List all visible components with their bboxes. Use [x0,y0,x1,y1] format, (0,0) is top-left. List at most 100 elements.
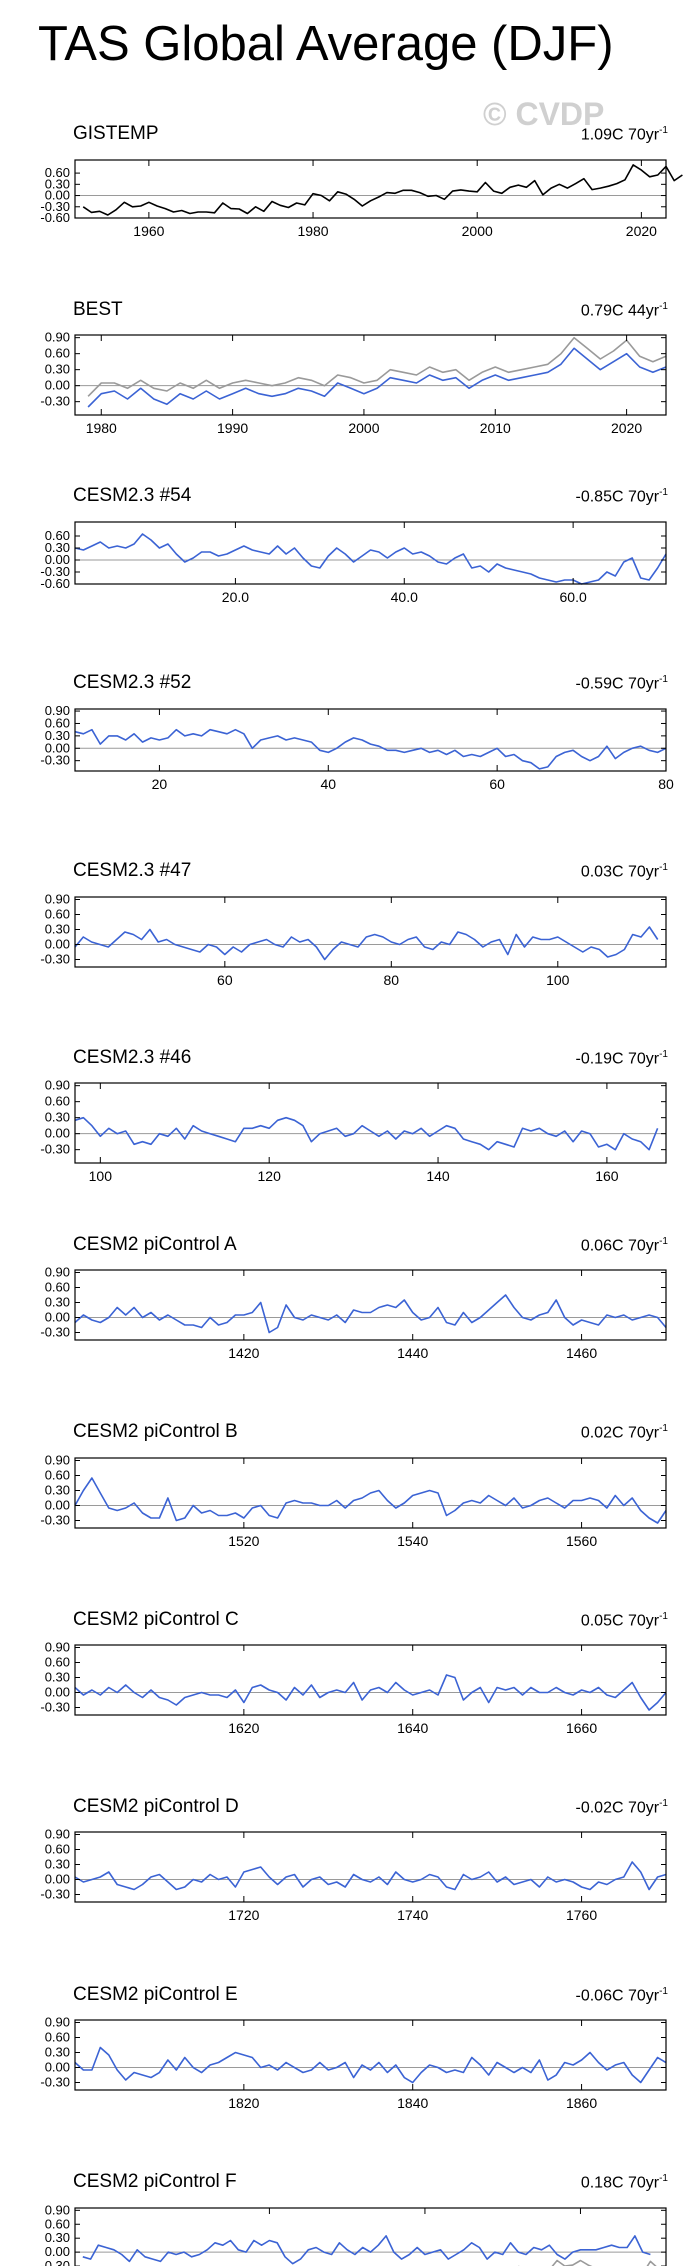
x-tick-label: 1760 [566,1907,597,1923]
plot-frame [74,1269,667,1341]
y-tick-label: 0.30 [45,2230,70,2245]
y-tick-label: 0.00 [45,1126,70,1141]
plot-frame [74,1644,667,1716]
x-tick-label: 1840 [397,2095,428,2111]
y-tick-label: 0.00 [45,188,70,203]
panel-trend: -0.02C 70yr-1 [576,1799,669,1816]
series-line-1 [74,926,659,961]
y-tick-label: 0.30 [45,176,70,191]
series-line-1 [74,1294,667,1334]
trend-exponent: -1 [659,1423,668,1434]
panel-title: CESM2.3 #46 [73,1047,192,1068]
y-tick-label: 0.60 [45,1655,70,1670]
trend-exponent: -1 [659,1986,668,1997]
series-line-1 [74,2046,667,2084]
series-line-1 [87,336,667,397]
trend-value: -0.19C 70yr [575,1050,660,1068]
panel-trend: -0.06C 70yr-1 [576,1987,669,2004]
series-line-1 [74,1861,667,1891]
panel-title: CESM2 piControl E [73,1984,238,2005]
trend-exponent: -1 [659,301,668,312]
y-tick-label: 0.30 [45,728,70,743]
y-tick-label: -0.60 [40,576,70,591]
y-tick-label: 0.60 [45,715,70,730]
plot-frame [74,896,667,968]
panel-5: 0.900.600.300.00-0.30 60 80 100 [40,892,667,988]
y-tick-label: -0.30 [40,564,70,579]
y-tick-label: 0.00 [45,1685,70,1700]
trend-exponent: -1 [659,1049,668,1060]
y-tick-label: 0.30 [45,1670,70,1685]
y-tick-label: 0.90 [45,1827,70,1842]
panel-3: 0.600.300.00-0.30-0.60 20.0 40.0 60.0 [40,521,667,605]
y-tick-label: 0.00 [45,2060,70,2075]
x-tick-label: 1420 [228,1345,259,1361]
trend-value: 0.05C 70yr [580,1612,660,1630]
trend-value: 0.06C 70yr [580,1237,660,1255]
series-line-1 [74,533,667,585]
plot-frame [74,159,667,219]
x-tick-label: 1660 [566,1720,597,1736]
x-tick-label: 60.0 [560,589,587,605]
trend-value: -0.02C 70yr [575,1799,660,1817]
series-line-1 [74,1116,659,1151]
y-tick-label: 0.90 [45,1265,70,1280]
panel-9: 0.900.600.300.00-0.30 1620 1640 1660 [40,1640,667,1736]
y-tick-label: -0.30 [40,1513,70,1528]
panel-title: BEST [73,299,123,320]
x-tick-label: 2000 [462,223,493,239]
y-tick-label: 0.90 [45,330,70,345]
panel-10: 0.900.600.300.00-0.30 1720 1740 1760 [40,1827,667,1923]
plot-frame [74,2207,667,2266]
x-tick-label: 40.0 [391,589,418,605]
x-tick-label: 1980 [297,223,328,239]
y-tick-label: -0.30 [40,1325,70,1340]
y-tick-label: 0.30 [45,2045,70,2060]
x-tick-label: 80 [658,776,674,792]
panel-trend: 1.09C 70yr-1 [581,126,668,143]
x-tick-label: 60 [489,776,505,792]
x-tick-label: 2000 [348,420,379,436]
plot-frame [74,521,667,585]
y-tick-label: 0.30 [45,1295,70,1310]
trend-value: -0.85C 70yr [575,488,660,506]
y-tick-label: 0.00 [45,378,70,393]
y-tick-label: 0.00 [45,937,70,952]
trend-exponent: -1 [659,862,668,873]
trend-value: 0.79C 44yr [580,302,660,320]
y-tick-label: 0.00 [45,1872,70,1887]
x-tick-label: 40 [320,776,336,792]
series-line-1 [74,728,667,770]
trend-exponent: -1 [659,1798,668,1809]
y-tick-label: 0.30 [45,1857,70,1872]
plot-frame [74,1082,667,1164]
x-tick-label: 160 [595,1168,619,1184]
y-tick-label: -0.30 [40,2075,70,2090]
y-tick-label: -0.30 [40,1887,70,1902]
panel-12: 0.900.600.300.00-0.30192019401960 [40,2202,667,2266]
series-line-1 [74,1477,667,1524]
x-tick-label: 1620 [228,1720,259,1736]
trend-value: -0.59C 70yr [575,675,660,693]
panel-trend: 0.02C 70yr-1 [581,1424,668,1441]
panel-title: CESM2.3 #54 [73,485,192,506]
x-tick-label: 100 [89,1168,113,1184]
y-tick-label: -0.30 [40,2258,70,2266]
x-tick-label: 100 [546,972,570,988]
y-tick-label: 0.00 [45,1498,70,1513]
panel-7: 0.900.600.300.00-0.30 1420 1440 1460 [40,1265,667,1361]
cvdp-watermark: © CVDP [483,96,605,132]
panel-trend: -0.59C 70yr-1 [576,675,669,692]
x-tick-label: 1460 [566,1345,597,1361]
x-tick-label: 2020 [611,420,642,436]
y-tick-label: 0.30 [45,362,70,377]
y-tick-label: 0.60 [45,1468,70,1483]
panel-trend: 0.18C 70yr-1 [581,2174,668,2191]
panel-title: CESM2 piControl B [73,1421,238,1442]
x-tick-label: 120 [258,1168,282,1184]
x-tick-label: 80 [384,972,400,988]
trend-value: 0.03C 70yr [580,863,660,881]
x-tick-label: 20.0 [222,589,249,605]
